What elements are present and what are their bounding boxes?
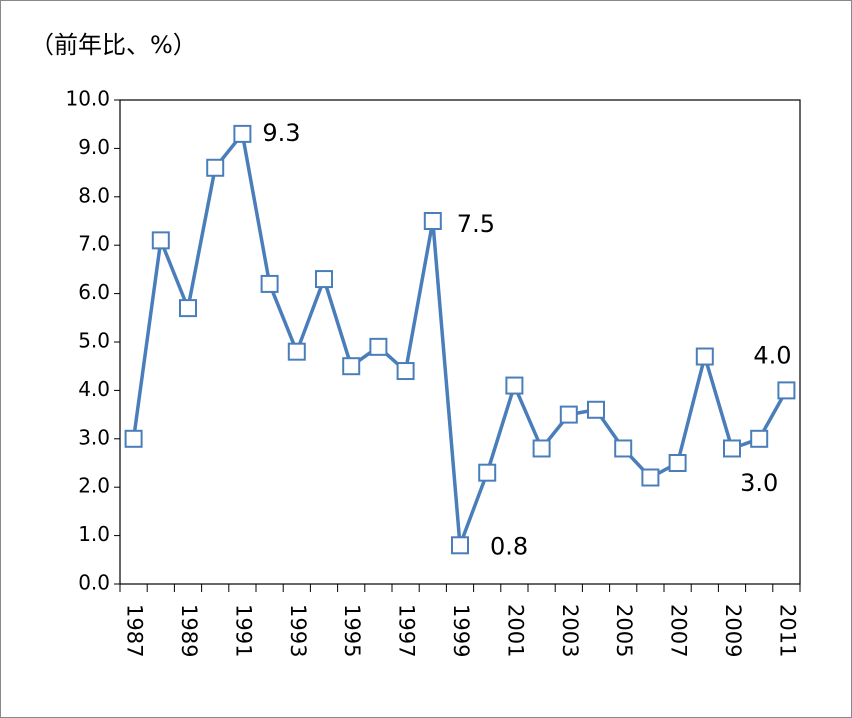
y-tick-label: 8.0 <box>78 183 110 207</box>
marker <box>750 429 769 448</box>
x-tick-label: 1987 <box>123 604 147 657</box>
x-tick-label: 2011 <box>775 604 799 657</box>
data-label: 4.0 <box>753 341 791 369</box>
x-tick-label: 2001 <box>503 604 527 657</box>
marker <box>451 536 469 555</box>
marker <box>369 337 388 356</box>
y-tick-label: 5.0 <box>78 329 110 353</box>
marker <box>179 299 197 318</box>
y-tick-label: 7.0 <box>78 232 110 256</box>
x-tick-label: 1999 <box>449 604 473 657</box>
x-tick-label: 1997 <box>395 604 419 657</box>
marker <box>206 158 225 177</box>
marker <box>478 463 497 482</box>
y-tick-label: 9.0 <box>78 135 110 159</box>
chart-title: （前年比、%） <box>30 31 197 59</box>
y-tick-label: 10.0 <box>65 87 110 111</box>
marker <box>777 381 796 400</box>
marker <box>614 439 633 458</box>
x-tick-label: 1993 <box>286 604 310 657</box>
marker <box>505 376 524 395</box>
marker <box>423 212 442 230</box>
marker <box>315 270 333 289</box>
data-label: 0.8 <box>490 532 528 560</box>
marker <box>124 429 143 448</box>
marker <box>260 274 279 293</box>
marker <box>151 231 170 250</box>
marker <box>668 454 687 472</box>
x-tick-label: 2007 <box>667 604 691 657</box>
marker <box>532 439 551 458</box>
marker <box>396 362 415 381</box>
marker <box>559 405 578 424</box>
x-tick-label: 2003 <box>558 604 582 657</box>
x-tick-label: 1995 <box>340 604 364 657</box>
marker <box>641 468 660 487</box>
marker <box>233 124 252 143</box>
y-tick-label: 2.0 <box>78 474 110 498</box>
y-tick-label: 4.0 <box>78 377 110 401</box>
marker <box>587 400 605 419</box>
y-tick-label: 1.0 <box>78 522 110 546</box>
data-label: 3.0 <box>740 469 778 497</box>
x-tick-label: 1989 <box>177 604 201 657</box>
marker <box>342 357 361 376</box>
x-tick-label: 2005 <box>612 604 636 657</box>
data-label: 7.5 <box>457 210 495 238</box>
y-tick-label: 0.0 <box>78 571 110 595</box>
data-label: 9.3 <box>262 119 300 147</box>
x-tick-label: 2009 <box>721 604 745 657</box>
y-tick-label: 6.0 <box>78 280 110 304</box>
y-tick-label: 3.0 <box>78 425 110 449</box>
marker <box>723 439 741 458</box>
marker <box>695 347 714 366</box>
marker <box>287 342 306 361</box>
x-tick-label: 1991 <box>231 604 255 657</box>
